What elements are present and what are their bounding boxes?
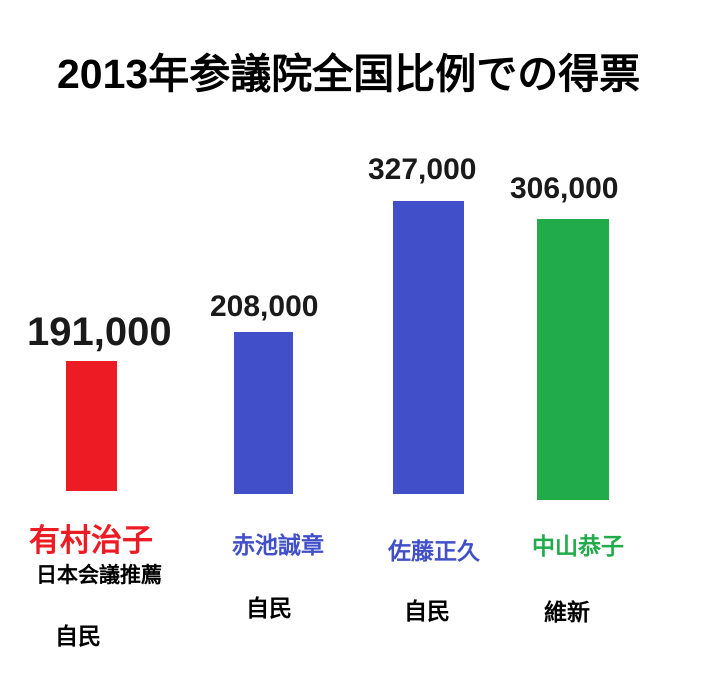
endorsement-note: 日本会議推薦: [36, 564, 162, 587]
candidate-name-nakayama: 中山恭子: [532, 533, 624, 559]
value-label-akaike: 208,000: [210, 290, 319, 323]
party-label-sato: 自民: [404, 598, 450, 624]
candidate-name-sato: 佐藤正久: [388, 538, 480, 564]
party-label-akaike: 自民: [246, 595, 292, 621]
bar-nakayama: [537, 219, 609, 500]
value-label-nakayama: 306,000: [510, 172, 619, 205]
chart-title: 2013年参議院全国比例での得票: [57, 51, 641, 97]
candidate-name-arimura: 有村治子: [29, 523, 153, 558]
value-label-sato: 327,000: [368, 153, 477, 186]
value-label-arimura: 191,000: [27, 310, 172, 354]
bar-akaike: [234, 332, 293, 494]
party-label-nakayama: 維新: [544, 599, 590, 625]
bar-sato: [393, 201, 464, 494]
bar-arimura: [66, 361, 117, 491]
party-label-arimura: 自民: [55, 623, 101, 649]
candidate-name-akaike: 赤池誠章: [232, 532, 324, 558]
